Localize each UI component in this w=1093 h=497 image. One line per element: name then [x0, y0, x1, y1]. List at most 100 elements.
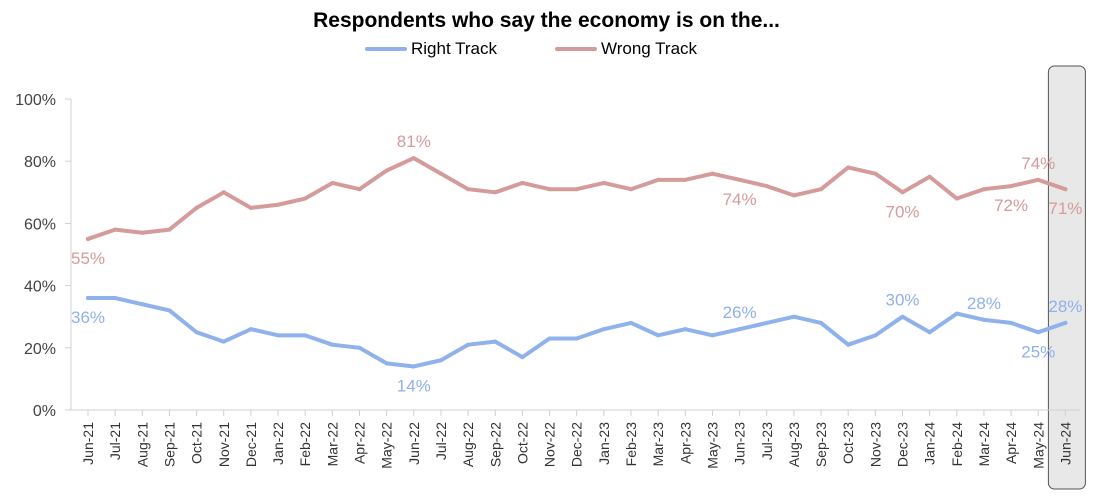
x-tick-label: Nov-21	[216, 422, 232, 467]
data-point-right-track	[547, 336, 552, 341]
x-tick-label: Jan-23	[596, 422, 612, 465]
data-point-right-track	[683, 327, 688, 332]
data-point-right-track	[927, 330, 932, 335]
data-point-wrong-track	[873, 171, 878, 176]
legend-swatch-wrong-track	[554, 47, 597, 51]
data-point-right-track	[520, 355, 525, 360]
data-point-wrong-track	[466, 187, 471, 192]
data-point-wrong-track	[357, 187, 362, 192]
y-tick-label: 20%	[24, 341, 56, 358]
data-point-right-track	[873, 333, 878, 338]
data-point-wrong-track	[764, 184, 769, 189]
legend-label-wrong-track: Wrong Track	[600, 39, 698, 58]
data-point-wrong-track	[927, 174, 932, 179]
data-point-right-track	[819, 320, 824, 325]
data-point-right-track	[411, 364, 416, 369]
x-tick-label: Aug-21	[134, 422, 150, 467]
data-point-right-track	[276, 333, 281, 338]
x-tick-label: Aug-23	[786, 422, 802, 467]
data-point-wrong-track	[846, 165, 851, 170]
data-label-wrong-track: 71%	[1048, 199, 1082, 218]
y-tick-label: 60%	[24, 216, 56, 233]
data-point-wrong-track	[113, 227, 118, 232]
data-point-right-track	[221, 339, 226, 344]
data-point-wrong-track	[1063, 187, 1068, 192]
data-point-wrong-track	[656, 177, 661, 182]
data-label-right-track: 36%	[71, 308, 105, 327]
legend: Right Track Wrong Track	[365, 39, 697, 59]
x-tick-label: Jul-23	[759, 422, 775, 460]
data-point-right-track	[140, 302, 145, 307]
y-tick-label: 100%	[15, 92, 56, 109]
data-point-right-track	[330, 342, 335, 347]
data-point-right-track	[194, 330, 199, 335]
data-point-right-track	[574, 336, 579, 341]
x-tick-label: Jun-22	[406, 422, 422, 465]
x-tick-label: Jul-22	[433, 422, 449, 460]
data-point-wrong-track	[194, 205, 199, 210]
x-tick-label: Sep-22	[487, 422, 503, 467]
data-point-wrong-track	[547, 187, 552, 192]
data-point-wrong-track	[384, 168, 389, 173]
x-tick-label: Mar-24	[976, 422, 992, 467]
y-tick-label: 80%	[24, 154, 56, 171]
x-tick-label: Jun-24	[1057, 422, 1073, 465]
data-point-wrong-track	[819, 187, 824, 192]
data-point-wrong-track	[438, 171, 443, 176]
x-tick-label: Mar-22	[324, 422, 340, 467]
data-label-right-track: 28%	[1048, 297, 1082, 316]
x-tick-label: Oct-21	[189, 422, 205, 464]
x-tick-label: Jun-21	[80, 422, 96, 465]
data-point-wrong-track	[276, 202, 281, 207]
x-tick-label: Apr-22	[352, 422, 368, 464]
data-label-wrong-track: 74%	[1021, 154, 1055, 173]
data-label-wrong-track: 70%	[885, 202, 919, 221]
data-point-wrong-track	[1009, 184, 1014, 189]
data-point-wrong-track	[411, 156, 416, 161]
data-label-wrong-track: 72%	[994, 196, 1028, 215]
legend-item-wrong-track: Wrong Track	[554, 39, 698, 59]
x-tick-label: Feb-22	[297, 422, 313, 467]
data-point-right-track	[601, 327, 606, 332]
data-point-wrong-track	[493, 190, 498, 195]
data-label-right-track: 30%	[885, 291, 919, 310]
data-point-wrong-track	[629, 187, 633, 192]
data-point-right-track	[737, 327, 742, 332]
data-point-right-track	[846, 342, 851, 347]
legend-label-right-track: Right Track	[411, 39, 497, 58]
x-tick-label: Feb-23	[623, 422, 639, 467]
data-point-wrong-track	[248, 205, 253, 210]
data-point-wrong-track	[574, 187, 579, 192]
x-tick-label: May-22	[379, 422, 395, 469]
data-point-right-track	[764, 320, 769, 325]
data-label-wrong-track: 55%	[71, 249, 105, 268]
data-point-wrong-track	[86, 236, 90, 241]
data-point-wrong-track	[221, 190, 226, 195]
data-point-wrong-track	[791, 193, 796, 198]
x-tick-label: Sep-21	[161, 422, 177, 467]
x-tick-label: Aug-22	[460, 422, 476, 467]
x-tick-label: Jan-24	[922, 422, 938, 465]
y-tick-label: 40%	[24, 279, 56, 296]
data-point-wrong-track	[981, 187, 986, 192]
data-label-right-track: 26%	[723, 303, 757, 322]
highlight-band	[1047, 65, 1086, 490]
x-tick-label: Jun-23	[732, 422, 748, 465]
data-point-wrong-track	[520, 180, 525, 185]
x-tick-label: Jul-21	[107, 422, 123, 460]
x-tick-label: Nov-23	[867, 422, 883, 467]
data-label-wrong-track: 81%	[397, 132, 431, 151]
data-label-right-track: 25%	[1021, 342, 1055, 361]
x-tick-label: Mar-23	[650, 422, 666, 467]
data-point-right-track	[466, 342, 471, 347]
data-point-wrong-track	[900, 190, 905, 195]
data-point-wrong-track	[1036, 177, 1041, 182]
x-tick-label: Feb-24	[949, 422, 965, 467]
data-label-right-track: 14%	[397, 376, 431, 395]
data-point-right-track	[384, 361, 389, 366]
data-point-right-track	[791, 314, 796, 319]
x-tick-label: Sep-23	[813, 422, 829, 467]
data-point-right-track	[656, 333, 661, 338]
data-point-right-track	[438, 358, 443, 363]
